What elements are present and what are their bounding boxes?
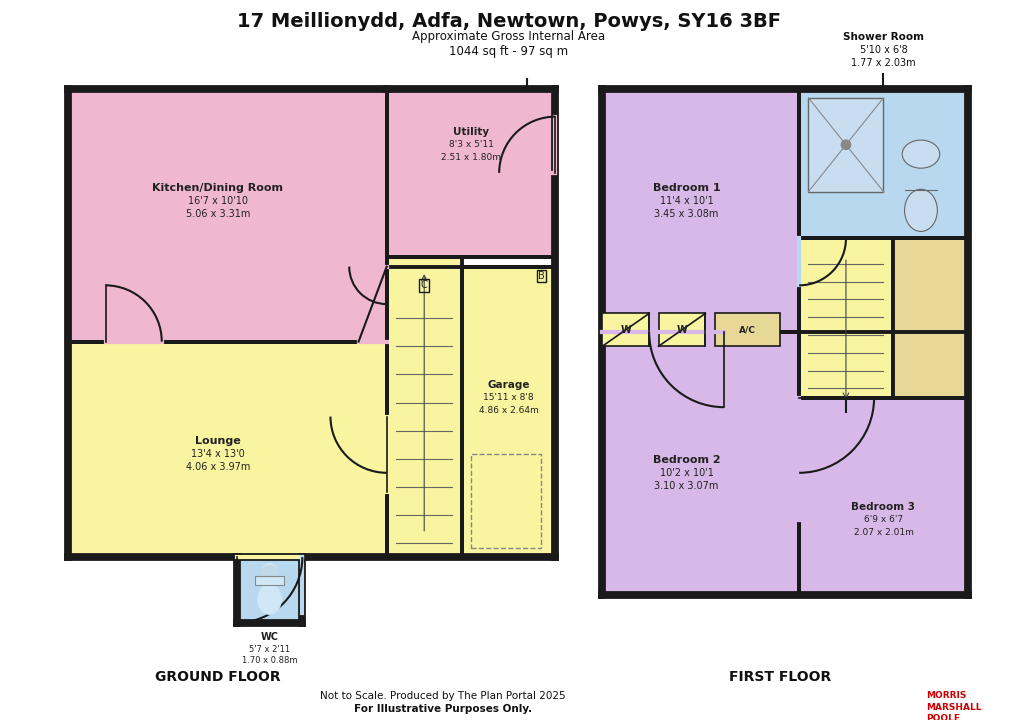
- Text: Bedroom 2: Bedroom 2: [652, 454, 719, 464]
- Text: 3.45 x 3.08m: 3.45 x 3.08m: [654, 209, 718, 219]
- Text: 1.77 x 2.03m: 1.77 x 2.03m: [850, 58, 915, 68]
- Text: 3.10 x 3.07m: 3.10 x 3.07m: [654, 481, 718, 491]
- Bar: [798, 238, 892, 398]
- Text: Garage: Garage: [487, 379, 529, 390]
- Text: 2.51 x 1.80m: 2.51 x 1.80m: [440, 153, 500, 163]
- Bar: [68, 89, 386, 341]
- Text: Lounge: Lounge: [195, 436, 240, 446]
- Ellipse shape: [261, 566, 278, 577]
- Text: 16'7 x 10'10: 16'7 x 10'10: [187, 196, 248, 206]
- Bar: [601, 89, 798, 332]
- Ellipse shape: [904, 189, 936, 231]
- Circle shape: [841, 140, 850, 150]
- Text: 11'4 x 10'1: 11'4 x 10'1: [659, 196, 713, 206]
- Text: Bedroom 3: Bedroom 3: [851, 502, 915, 511]
- Text: MARSHALL: MARSHALL: [924, 703, 980, 711]
- Bar: [892, 238, 967, 398]
- Bar: [601, 313, 648, 346]
- Text: WC: WC: [260, 632, 278, 642]
- Text: 4.86 x 2.64m: 4.86 x 2.64m: [478, 406, 538, 415]
- Bar: [798, 89, 967, 238]
- Bar: [911, 700, 920, 716]
- Text: Shower Room: Shower Room: [842, 32, 923, 42]
- Text: 5'10 x 6'8: 5'10 x 6'8: [859, 45, 907, 55]
- Text: 1.70 x 0.88m: 1.70 x 0.88m: [242, 656, 297, 665]
- Bar: [714, 313, 780, 346]
- Bar: [897, 701, 906, 720]
- Bar: [601, 332, 798, 595]
- Text: 5.06 x 3.31m: 5.06 x 3.31m: [185, 209, 250, 219]
- Text: A/C: A/C: [739, 326, 755, 335]
- Text: 8'3 x 5'11: 8'3 x 5'11: [448, 140, 493, 149]
- Text: Utility: Utility: [452, 127, 489, 137]
- Bar: [386, 257, 462, 557]
- Bar: [798, 398, 967, 595]
- Text: W: W: [676, 325, 687, 336]
- Text: 17 Meillionydd, Adfa, Newtown, Powys, SY16 3BF: 17 Meillionydd, Adfa, Newtown, Powys, SY…: [236, 12, 780, 30]
- Text: FIRST FLOOR: FIRST FLOOR: [729, 670, 830, 684]
- Text: Bedroom 1: Bedroom 1: [652, 183, 719, 193]
- Text: MORRIS: MORRIS: [924, 691, 965, 701]
- Ellipse shape: [258, 585, 281, 614]
- Text: Approximate Gross Internal Area: Approximate Gross Internal Area: [412, 30, 604, 43]
- Ellipse shape: [896, 689, 916, 716]
- Bar: [462, 266, 555, 557]
- Circle shape: [262, 564, 277, 579]
- Text: B: B: [537, 271, 544, 281]
- Text: C: C: [421, 280, 427, 290]
- Ellipse shape: [902, 140, 938, 168]
- Text: Not to Scale. Produced by The Plan Portal 2025: Not to Scale. Produced by The Plan Porta…: [320, 691, 566, 701]
- Text: 10'2 x 10'1: 10'2 x 10'1: [659, 468, 713, 478]
- Text: 6'9 x 6'7: 6'9 x 6'7: [863, 515, 902, 524]
- Text: GROUND FLOOR: GROUND FLOOR: [155, 670, 280, 684]
- Text: 1044 sq ft - 97 sq m: 1044 sq ft - 97 sq m: [448, 45, 568, 58]
- Bar: [471, 454, 541, 548]
- Text: 2.07 x 2.01m: 2.07 x 2.01m: [853, 528, 912, 537]
- Text: For Illustrative Purposes Only.: For Illustrative Purposes Only.: [354, 704, 532, 714]
- Bar: [386, 89, 555, 257]
- Bar: [68, 341, 386, 557]
- Text: W: W: [620, 325, 631, 336]
- Bar: [808, 98, 882, 192]
- Text: 13'4 x 13'0: 13'4 x 13'0: [191, 449, 245, 459]
- Text: 4.06 x 3.97m: 4.06 x 3.97m: [185, 462, 250, 472]
- Text: 5'7 x 2'11: 5'7 x 2'11: [249, 644, 289, 654]
- Bar: [255, 576, 283, 585]
- Text: Kitchen/Dining Room: Kitchen/Dining Room: [153, 183, 283, 193]
- Text: POOLE: POOLE: [924, 714, 959, 720]
- Bar: [658, 313, 705, 346]
- Text: 15'11 x 8'8: 15'11 x 8'8: [483, 393, 533, 402]
- Bar: [236, 557, 302, 623]
